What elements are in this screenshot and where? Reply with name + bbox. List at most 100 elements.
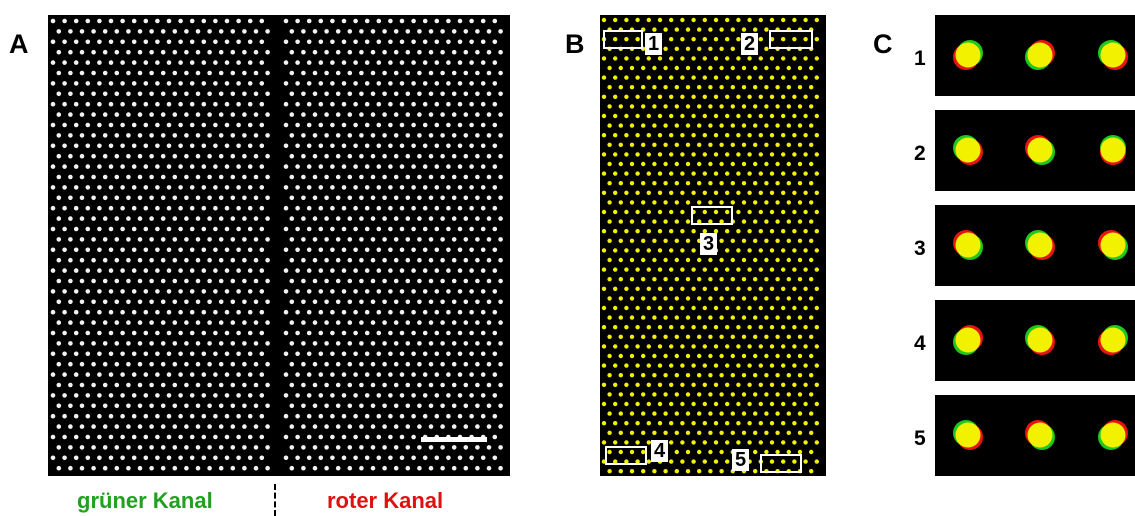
lattice-dot xyxy=(475,49,480,55)
overlay-dot xyxy=(809,334,814,339)
overlay-dot xyxy=(758,75,763,80)
overlay-dot xyxy=(685,142,691,147)
lattice-dot xyxy=(312,361,318,367)
overlay-dot xyxy=(809,315,814,320)
overlay-dot xyxy=(741,142,747,147)
overlay-dot xyxy=(691,267,696,272)
lattice-dot xyxy=(102,445,108,450)
overlay-dot xyxy=(730,104,735,109)
lattice-dot xyxy=(376,18,382,24)
overlay-dot xyxy=(685,296,691,301)
lattice-dot xyxy=(166,413,172,419)
lattice-dot xyxy=(108,330,114,336)
lattice-dot xyxy=(301,237,306,242)
overlay-dot xyxy=(663,27,668,32)
lattice-dot xyxy=(318,226,324,232)
lattice-dot xyxy=(480,185,486,190)
lattice-dot xyxy=(85,393,91,398)
lattice-dot xyxy=(492,143,498,149)
lattice-dot xyxy=(68,112,73,117)
lattice-dot xyxy=(253,216,259,221)
red-channel-label: roter Kanal xyxy=(327,488,444,513)
lattice-dot xyxy=(195,70,201,76)
overlay-dot xyxy=(730,296,735,301)
lattice-dot xyxy=(393,133,399,138)
lattice-dot xyxy=(318,122,324,128)
lattice-dot xyxy=(330,60,335,65)
overlay-dot xyxy=(725,344,730,349)
lattice-dot xyxy=(62,289,67,294)
lattice-dot xyxy=(370,49,376,55)
lattice-dot xyxy=(341,18,347,24)
lattice-dot xyxy=(166,60,172,65)
lattice-dot xyxy=(330,101,335,107)
lattice-dot xyxy=(102,257,108,263)
overlay-dot xyxy=(613,56,618,61)
overlay-dot xyxy=(797,142,803,147)
lattice-dot xyxy=(451,29,457,34)
lattice-dot xyxy=(259,164,265,169)
lattice-dot xyxy=(289,216,295,221)
overlay-dot xyxy=(736,113,741,119)
overlay-dot xyxy=(685,181,691,186)
lattice-dot xyxy=(306,122,312,128)
lattice-dot xyxy=(341,143,347,149)
lattice-dot xyxy=(370,424,376,429)
lattice-dot xyxy=(388,226,393,232)
lattice-dot xyxy=(68,174,73,180)
lattice-dot xyxy=(149,320,154,325)
lattice-dot xyxy=(283,393,289,398)
overlap-spot xyxy=(1100,422,1126,448)
overlay-dot xyxy=(618,315,623,320)
lattice-dot xyxy=(376,289,382,294)
lattice-dot xyxy=(253,29,259,34)
lattice-dot xyxy=(486,112,492,117)
overlay-dot xyxy=(719,238,724,243)
overlay-dot xyxy=(657,267,663,272)
lattice-dot xyxy=(301,153,306,159)
overlay-dot xyxy=(786,123,791,128)
lattice-dot xyxy=(126,153,131,159)
overlay-dot xyxy=(736,344,741,349)
lattice-dot xyxy=(376,143,382,149)
lattice-dot xyxy=(463,445,469,450)
overlay-dot xyxy=(764,449,769,455)
lattice-dot xyxy=(62,434,67,440)
lattice-dot xyxy=(475,299,480,305)
lattice-dot xyxy=(440,216,445,221)
overlay-dot xyxy=(786,104,791,109)
overlay-dot xyxy=(713,113,719,119)
overlay-dot xyxy=(775,104,780,109)
lattice-dot xyxy=(195,216,201,221)
lattice-dot xyxy=(434,289,440,294)
overlay-dot xyxy=(764,411,769,416)
overlay-dot xyxy=(635,209,640,215)
lattice-dot xyxy=(498,195,503,201)
lattice-dot xyxy=(347,216,353,221)
overlay-dot xyxy=(635,113,640,119)
lattice-dot xyxy=(376,455,382,461)
lattice-dot xyxy=(253,278,259,284)
overlay-dot xyxy=(697,219,702,224)
overlay-dot xyxy=(674,315,679,320)
overlay-dot xyxy=(786,430,791,435)
lattice-dot xyxy=(451,320,457,325)
lattice-dot xyxy=(160,70,166,76)
lattice-dot xyxy=(85,330,91,336)
lattice-dot xyxy=(131,413,137,419)
overlay-dot xyxy=(702,133,707,138)
lattice-dot xyxy=(422,18,428,24)
overlay-dot xyxy=(769,209,775,215)
crop-1 xyxy=(935,15,1135,96)
lattice-dot xyxy=(207,320,212,325)
lattice-dot xyxy=(62,143,67,149)
overlay-dot xyxy=(680,286,685,291)
overlay-dot xyxy=(814,325,819,330)
overlay-dot xyxy=(607,238,612,243)
lattice-dot xyxy=(236,455,241,461)
lattice-dot xyxy=(393,320,399,325)
lattice-dot xyxy=(330,39,335,45)
lattice-dot xyxy=(324,112,329,117)
overlay-dot xyxy=(792,440,797,445)
lattice-dot xyxy=(393,299,399,305)
